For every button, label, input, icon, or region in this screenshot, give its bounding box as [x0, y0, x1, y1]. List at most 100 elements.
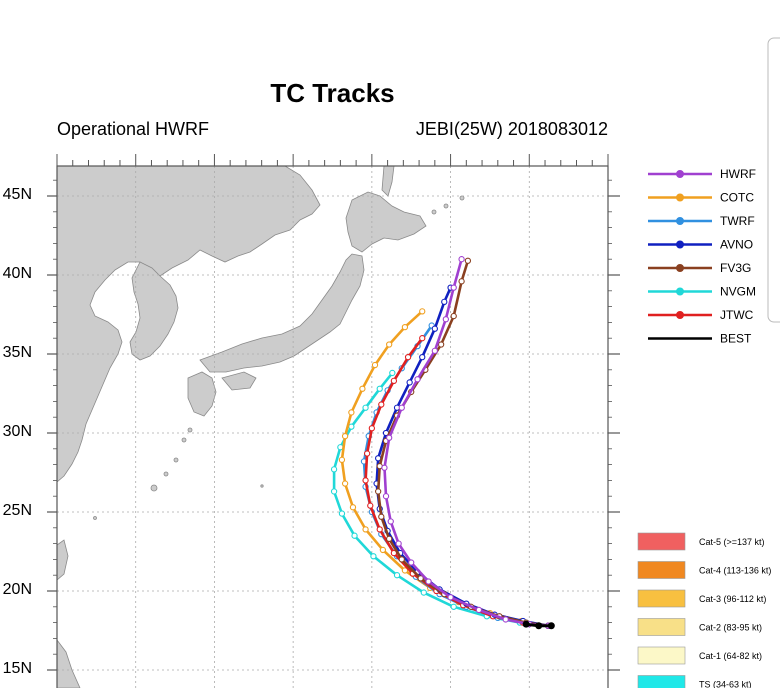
track-point [395, 540, 402, 547]
legend-item-nvgm: NVGM [648, 285, 756, 299]
best-track-point [547, 622, 555, 630]
map-frame [56, 165, 609, 688]
track-point [393, 572, 401, 579]
circle-marker-icon [676, 240, 684, 249]
track-point [419, 308, 426, 315]
mainland-asia [57, 166, 321, 483]
track-point [442, 316, 449, 323]
track-point [362, 477, 369, 484]
frame-ticks [47, 154, 620, 671]
track-point [401, 323, 409, 331]
circle-marker-icon [676, 264, 684, 272]
best-track-point [535, 622, 543, 630]
track-point [387, 518, 394, 525]
track-point [419, 335, 426, 342]
track-point [348, 409, 355, 416]
track-point [450, 603, 457, 610]
track-point [401, 567, 409, 574]
intensity-item: Cat-2 (83-95 kt) [637, 618, 762, 636]
intensity-item: TS (34-63 kt) [637, 675, 752, 688]
track-point [338, 456, 346, 464]
lat-label: 40N [2, 265, 32, 282]
legend-label: FV3G [720, 261, 751, 275]
track-point [376, 526, 383, 533]
track-point [370, 553, 377, 560]
track-point [398, 404, 405, 411]
track-point [414, 376, 421, 383]
track-point [376, 385, 383, 392]
kyushu-island [187, 371, 217, 417]
track-point [382, 493, 390, 500]
circle-marker-icon [676, 170, 684, 178]
land-layer [57, 166, 465, 688]
track-cotc [340, 310, 549, 628]
intensity-swatch [637, 589, 686, 608]
track-layer [330, 256, 555, 630]
track-point [378, 513, 385, 520]
track-hwrf [383, 258, 549, 628]
track-point [349, 504, 357, 511]
legend-item-fv3g: FV3G [648, 261, 751, 275]
track-point [502, 616, 509, 623]
shikoku-island [221, 371, 257, 391]
track-point [341, 433, 349, 440]
intensity-label: Cat-2 (83-95 kt) [699, 623, 762, 633]
intensity-label: Cat-5 (>=137 kt) [699, 537, 765, 547]
sakhalin-island [381, 166, 395, 197]
best-track-point [522, 620, 530, 628]
intensity-item: Cat-1 (64-82 kt) [637, 646, 762, 665]
track-point [425, 578, 432, 585]
lat-label: 25N [2, 502, 32, 519]
track-point [363, 450, 371, 457]
track-point [419, 354, 426, 361]
track-point [379, 546, 387, 554]
legend-item-hwrf: HWRF [648, 167, 756, 181]
track-point [450, 312, 457, 320]
track-point [386, 341, 393, 348]
track-point [447, 594, 454, 601]
track-point [362, 526, 369, 533]
legend-label: COTC [720, 191, 754, 205]
intensity-label: TS (34-63 kt) [699, 680, 752, 688]
intensity-swatch [637, 532, 686, 551]
track-point [420, 589, 427, 596]
intensity-legend: Cat-5 (>=137 kt) Cat-4 (113-136 kt) Cat-3 … [637, 532, 771, 688]
storm-subtitle: JEBI(25W) 2018083012 [415, 119, 608, 139]
track-point [458, 256, 465, 263]
track-point [458, 278, 465, 285]
track-point [348, 423, 355, 430]
track-point [450, 284, 457, 291]
hokkaido-island [345, 191, 427, 253]
legend-item-best: BEST [648, 332, 752, 346]
track-point [367, 502, 374, 509]
track-point [386, 535, 393, 543]
circle-marker-icon [676, 311, 684, 319]
luzon-island [57, 639, 81, 688]
model-subtitle: Operational HWRF [57, 119, 210, 139]
track-point [431, 325, 438, 332]
circle-marker-icon [676, 217, 684, 225]
track-point [371, 361, 379, 369]
korea-peninsula [129, 261, 179, 361]
track-point [330, 466, 338, 473]
legend-label: NVGM [720, 285, 756, 299]
track-point [475, 606, 483, 614]
legend-label: JTWC [720, 308, 754, 322]
map-title: TC Tracks [270, 78, 395, 108]
track-point [351, 532, 358, 539]
track-point [368, 425, 376, 432]
lat-label: 20N [2, 581, 32, 598]
intensity-label: Cat-4 (113-136 kt) [699, 566, 771, 576]
track-point [404, 354, 412, 361]
legend-label: HWRF [720, 167, 756, 181]
lat-label: 35N [2, 344, 32, 361]
track-point [417, 575, 424, 582]
hurricane-icon [672, 332, 684, 345]
legend-label: AVNO [720, 238, 753, 252]
legend-item-jtwc: JTWC [648, 308, 754, 322]
track-point [464, 257, 472, 264]
intensity-swatch [637, 561, 686, 579]
intensity-item: Cat-3 (96-112 kt) [637, 589, 766, 608]
legend-label: TWRF [720, 214, 755, 228]
track-point [362, 404, 369, 411]
